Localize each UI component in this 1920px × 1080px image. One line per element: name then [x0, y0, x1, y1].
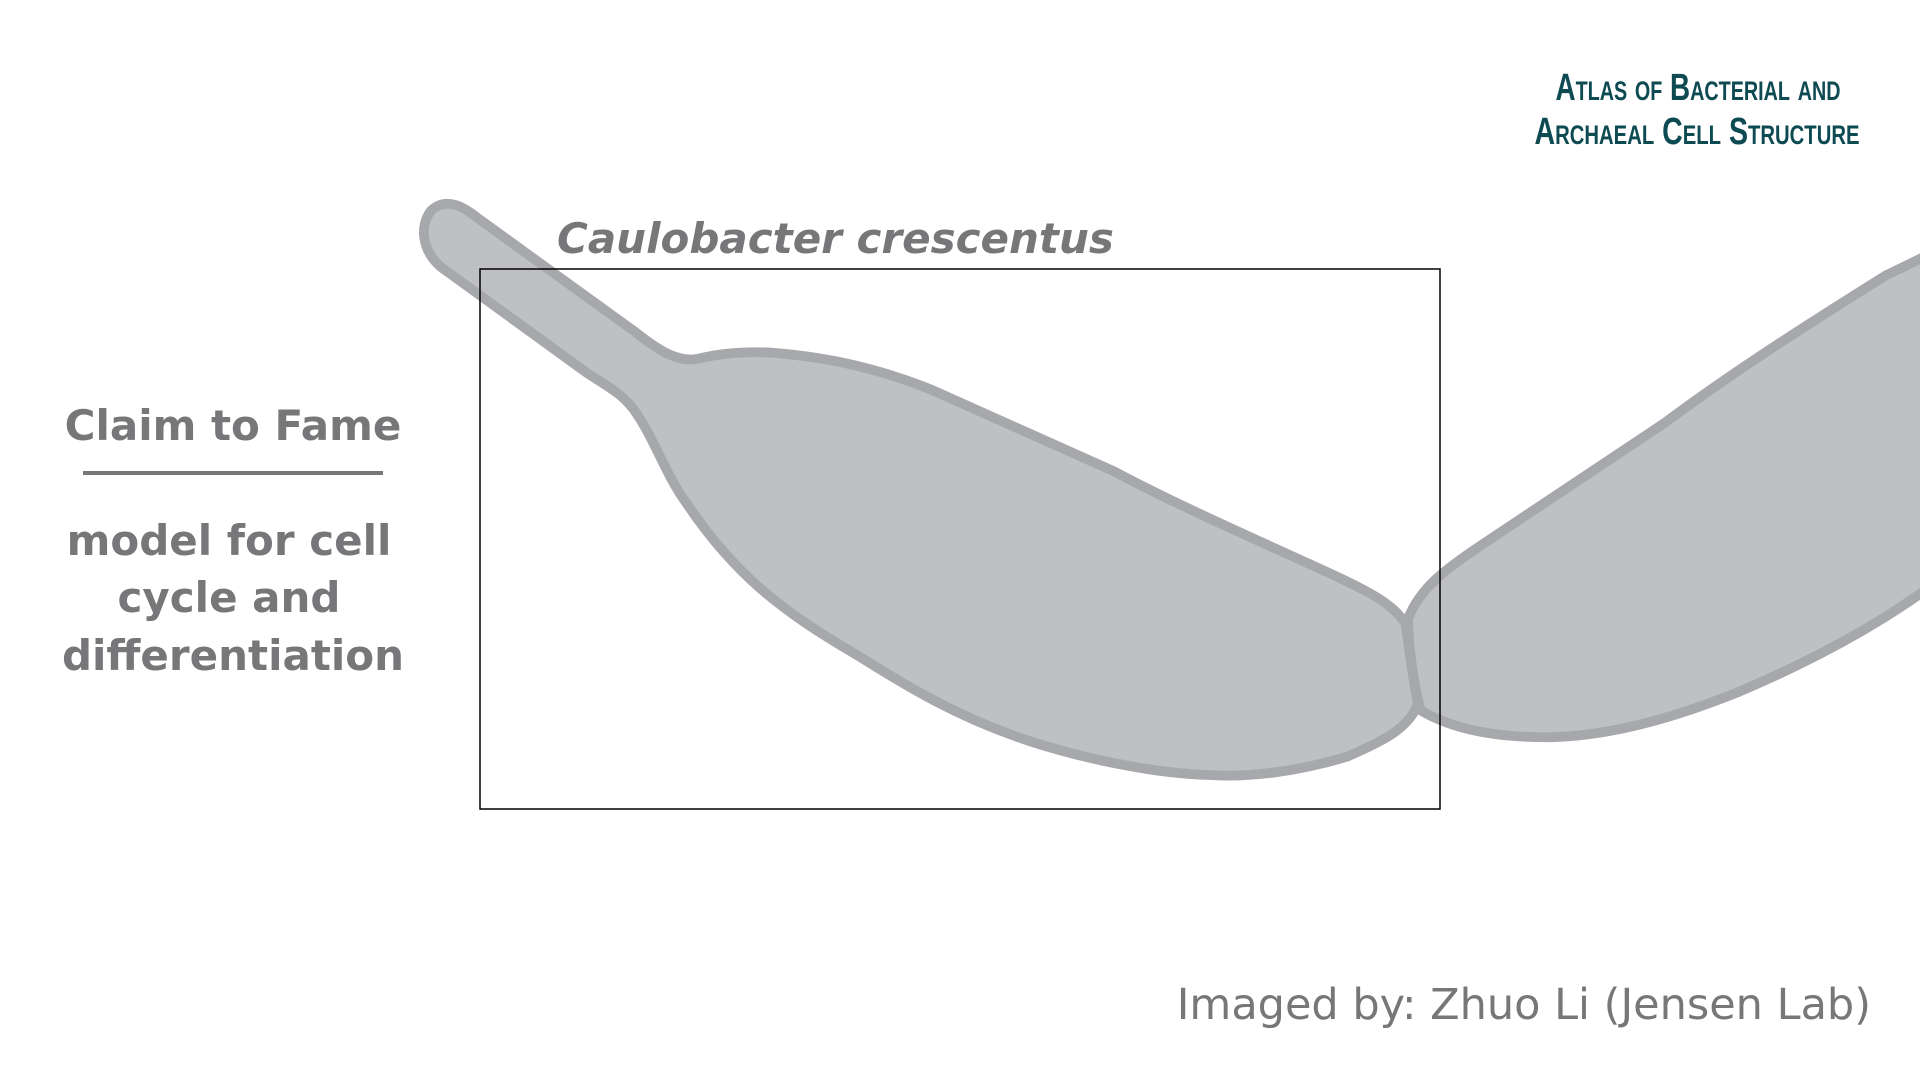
title: Caulobacter crescentus — [557, 214, 1114, 263]
logo-line2: Archaeal Cell Structure — [1535, 111, 1860, 153]
credit: Imaged by: Zhuo Li (Jensen Lab) — [1177, 980, 1871, 1030]
claim-heading: Claim to Fame — [65, 401, 402, 450]
cells — [419, 199, 1920, 781]
claim-line: model for cell — [67, 516, 392, 565]
cell-left — [419, 199, 1423, 781]
logo-line1: Atlas of Bacterial and — [1556, 67, 1841, 109]
highlight-box — [479, 268, 1441, 810]
cell-right — [1403, 253, 1920, 743]
claim-line: differentiation — [62, 631, 404, 680]
claim-line: cycle and — [118, 573, 341, 622]
